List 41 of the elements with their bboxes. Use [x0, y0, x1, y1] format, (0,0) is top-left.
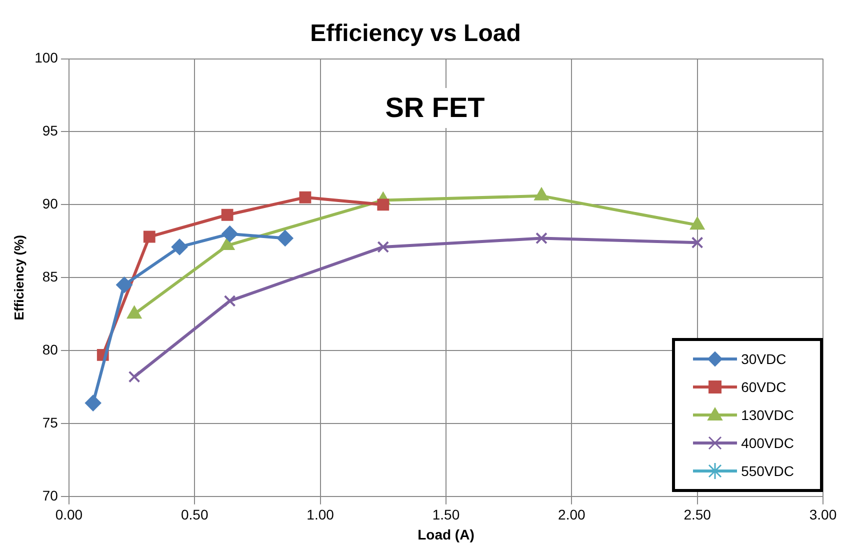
x-tick-label: 0.50: [181, 506, 208, 523]
point: [222, 226, 238, 242]
legend-label: 400VDC: [741, 435, 794, 451]
legend-label: 130VDC: [741, 407, 794, 423]
point: [277, 230, 294, 246]
y-tick-label: 95: [42, 122, 58, 139]
y-tick-label: 90: [42, 196, 58, 212]
chart-title: Efficiency vs Load: [310, 20, 521, 48]
y-tick-label: 70: [42, 487, 58, 504]
point: [172, 238, 188, 255]
point: [299, 191, 312, 204]
point: [224, 294, 236, 307]
x-tick-label: 0.00: [55, 506, 83, 523]
point: [220, 238, 234, 250]
point: [116, 276, 132, 293]
x-tick-label: 3.00: [809, 506, 837, 523]
x-axis-title: Load (A): [418, 526, 474, 542]
point: [143, 230, 156, 243]
point: [536, 232, 548, 244]
point: [127, 306, 142, 319]
point: [85, 395, 102, 412]
y-tick-label: 75: [42, 414, 58, 430]
y-tick-label: 85: [42, 268, 58, 284]
y-axis-title: Efficiency (%): [11, 234, 26, 320]
x-tick-label: 2.00: [558, 506, 586, 523]
point: [221, 208, 234, 221]
x-tick-label: 1.00: [306, 506, 334, 523]
point: [690, 217, 704, 230]
point: [691, 236, 704, 249]
point: [377, 198, 390, 211]
point: [534, 188, 549, 200]
point: [128, 370, 140, 383]
legend-label: 550VDC: [741, 463, 794, 479]
annotation: SR FET: [365, 88, 505, 128]
x-tick-label: 1.50: [432, 506, 460, 523]
legend-label: 60VDC: [741, 379, 786, 395]
y-tick-label: 100: [34, 50, 58, 66]
y-tick-label: 80: [42, 341, 58, 358]
point: [377, 241, 390, 253]
legend-label: 30VDC: [741, 351, 786, 367]
x-tick-label: 2.50: [684, 506, 712, 523]
